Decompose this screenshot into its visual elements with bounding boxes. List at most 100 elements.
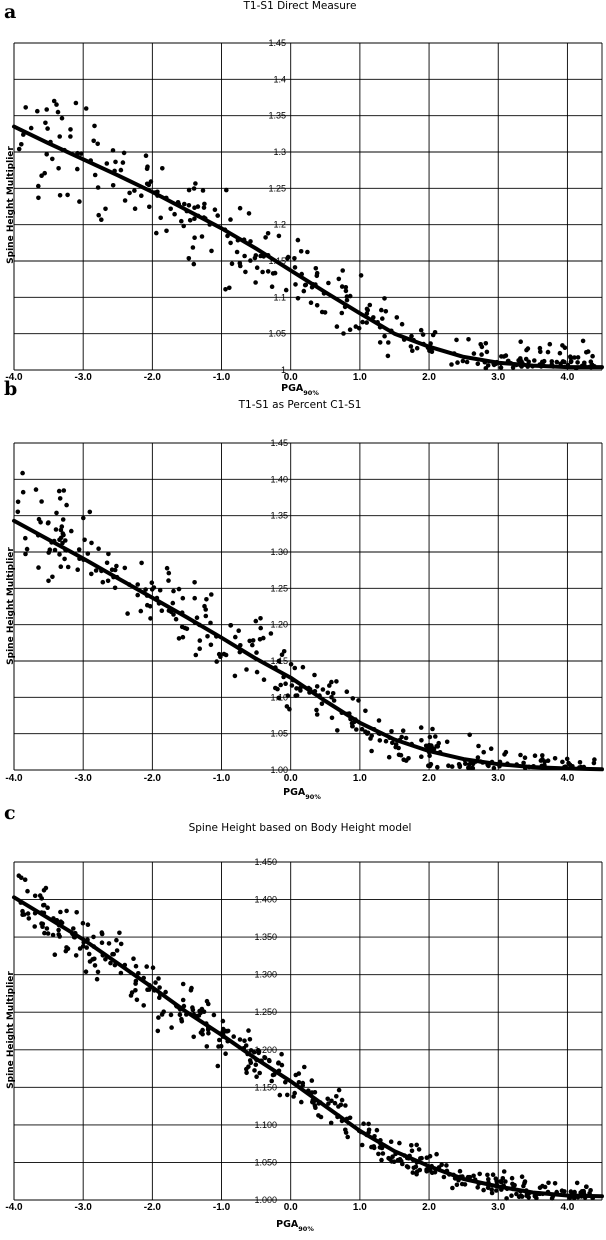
data-point — [338, 1102, 344, 1108]
data-point — [89, 571, 94, 577]
data-point — [113, 159, 118, 165]
data-point — [166, 578, 171, 583]
data-point — [168, 206, 173, 212]
data-point — [148, 179, 154, 184]
data-point — [87, 509, 93, 515]
data-point — [276, 658, 282, 664]
x-axis-label: PGA90% — [281, 383, 319, 397]
data-point — [65, 564, 71, 570]
data-point — [92, 956, 97, 962]
data-point — [91, 138, 96, 144]
y-axis-label: Spine Height Multiplier — [6, 547, 16, 665]
data-point — [71, 926, 76, 931]
data-point — [366, 1121, 371, 1127]
data-point — [50, 574, 55, 580]
data-point — [134, 997, 140, 1003]
data-point — [61, 488, 67, 493]
data-point — [148, 616, 153, 621]
data-point — [109, 567, 115, 572]
data-point — [144, 181, 150, 187]
data-point — [141, 1003, 146, 1008]
data-point — [188, 988, 194, 993]
data-point — [363, 708, 368, 714]
data-point — [339, 310, 345, 316]
data-point — [143, 153, 149, 158]
data-point — [131, 956, 136, 961]
data-point — [228, 623, 233, 628]
data-point — [254, 650, 259, 655]
data-point — [217, 1037, 222, 1043]
data-point — [262, 1055, 268, 1061]
data-point — [295, 237, 301, 243]
data-point — [481, 749, 487, 755]
data-point — [429, 1170, 435, 1175]
data-point — [429, 349, 435, 355]
data-point — [386, 754, 392, 760]
data-point — [15, 509, 21, 515]
data-point — [250, 638, 256, 643]
data-point — [57, 934, 62, 939]
data-point — [434, 744, 439, 749]
data-point — [19, 142, 24, 147]
data-point — [475, 361, 481, 367]
data-point — [96, 212, 101, 218]
data-point — [52, 952, 58, 957]
data-point — [100, 579, 106, 585]
data-point — [330, 691, 336, 696]
data-point — [377, 738, 383, 743]
data-point — [332, 1100, 338, 1106]
data-point — [516, 358, 521, 363]
data-point — [191, 261, 197, 267]
data-point — [361, 1121, 366, 1126]
data-point — [179, 218, 184, 224]
fit-curve — [12, 124, 604, 370]
data-point — [176, 586, 182, 592]
data-point — [339, 284, 345, 289]
data-point — [308, 300, 314, 306]
data-point — [475, 755, 481, 760]
data-point — [15, 499, 21, 505]
data-point — [209, 248, 214, 254]
data-point — [215, 1063, 221, 1069]
data-point — [202, 603, 207, 609]
data-point — [199, 1006, 205, 1012]
data-point — [389, 729, 394, 734]
data-point — [192, 216, 197, 221]
data-point — [46, 520, 51, 525]
data-point — [73, 953, 79, 958]
data-point — [376, 1151, 381, 1157]
data-point — [111, 951, 116, 957]
data-point — [269, 284, 275, 290]
data-point — [122, 198, 128, 203]
data-point — [293, 282, 298, 287]
data-point — [182, 201, 187, 207]
data-point — [390, 1154, 395, 1159]
data-point — [95, 185, 101, 190]
data-point — [225, 1028, 231, 1034]
data-point — [254, 1074, 259, 1079]
data-point — [20, 912, 25, 917]
data-point — [428, 761, 434, 767]
data-point — [584, 1184, 589, 1189]
data-point — [204, 1044, 210, 1049]
data-point — [132, 188, 137, 193]
data-point — [283, 1079, 288, 1085]
data-point — [434, 1151, 439, 1157]
data-point — [38, 520, 43, 525]
data-point — [441, 1174, 447, 1180]
data-point — [393, 744, 399, 750]
data-point — [95, 969, 101, 975]
data-point — [73, 100, 79, 106]
data-point — [300, 664, 306, 670]
data-point — [57, 193, 63, 198]
data-point — [359, 1142, 365, 1148]
x-tick-label: -2.0 — [144, 372, 162, 383]
data-point — [248, 1048, 254, 1053]
data-point — [204, 998, 210, 1004]
data-point — [562, 345, 568, 351]
data-point — [518, 339, 523, 345]
data-point — [258, 253, 263, 259]
y-tick-label: 1.35 — [270, 511, 288, 521]
data-point — [194, 615, 200, 620]
data-point — [186, 255, 192, 261]
